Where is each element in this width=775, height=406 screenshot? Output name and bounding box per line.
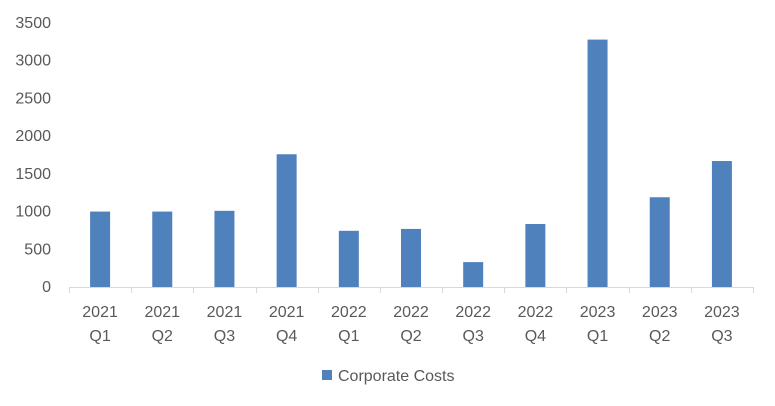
x-tick-label-quarter: Q3 — [463, 328, 484, 345]
x-tick-label-quarter: Q1 — [587, 328, 608, 345]
x-tick-label-year: 2021 — [144, 304, 180, 321]
x-tick-label-quarter: Q4 — [276, 328, 297, 345]
x-tick-label-year: 2021 — [82, 304, 118, 321]
legend-swatch — [322, 370, 332, 380]
bar-series — [90, 39, 732, 288]
bar — [401, 228, 421, 287]
x-tick-label-quarter: Q3 — [711, 328, 732, 345]
y-tick-label: 2500 — [15, 90, 51, 107]
x-tick-label-year: 2023 — [642, 304, 678, 321]
bar — [338, 230, 359, 287]
bar — [276, 154, 297, 287]
legend-label: Corporate Costs — [338, 368, 455, 385]
x-tick-label-year: 2021 — [207, 304, 243, 321]
x-axis-tick-marks — [69, 287, 754, 293]
x-tick-label-year: 2022 — [393, 304, 429, 321]
x-tick-label-year: 2022 — [331, 304, 367, 321]
x-tick-label-quarter: Q2 — [649, 328, 670, 345]
x-tick-label-quarter: Q1 — [89, 328, 110, 345]
bar — [214, 210, 235, 287]
y-axis-tick-labels: 0 500 1000 1500 2000 2500 3000 3500 — [15, 15, 51, 296]
y-tick-label: 0 — [42, 279, 51, 296]
bar — [525, 224, 546, 287]
bar — [463, 262, 484, 287]
bar — [90, 211, 111, 287]
bar — [711, 161, 732, 287]
x-tick-label-year: 2022 — [518, 304, 554, 321]
y-tick-label: 1000 — [15, 204, 51, 221]
x-tick-label-quarter: Q4 — [525, 328, 546, 345]
x-axis-tick-labels: 2021 Q1 2021 Q2 2021 Q3 2021 Q4 2022 Q1 2022 Q2 2022… — [82, 304, 740, 345]
x-tick-label-year: 2023 — [580, 304, 616, 321]
y-tick-label: 3500 — [15, 15, 51, 32]
y-tick-label: 2000 — [15, 128, 51, 145]
bar — [587, 39, 608, 288]
y-tick-label: 3000 — [15, 53, 51, 70]
x-tick-label-quarter: Q1 — [338, 328, 359, 345]
y-tick-label: 500 — [24, 241, 51, 258]
x-tick-label-quarter: Q2 — [400, 328, 421, 345]
x-tick-label-year: 2021 — [269, 304, 305, 321]
legend: Corporate Costs — [322, 368, 455, 385]
y-tick-label: 1500 — [15, 166, 51, 183]
bar — [152, 211, 173, 287]
x-tick-label-year: 2022 — [455, 304, 491, 321]
x-tick-label-year: 2023 — [704, 304, 740, 321]
x-tick-label-quarter: Q2 — [152, 328, 173, 345]
bar — [649, 197, 670, 287]
x-tick-label-quarter: Q3 — [214, 328, 235, 345]
